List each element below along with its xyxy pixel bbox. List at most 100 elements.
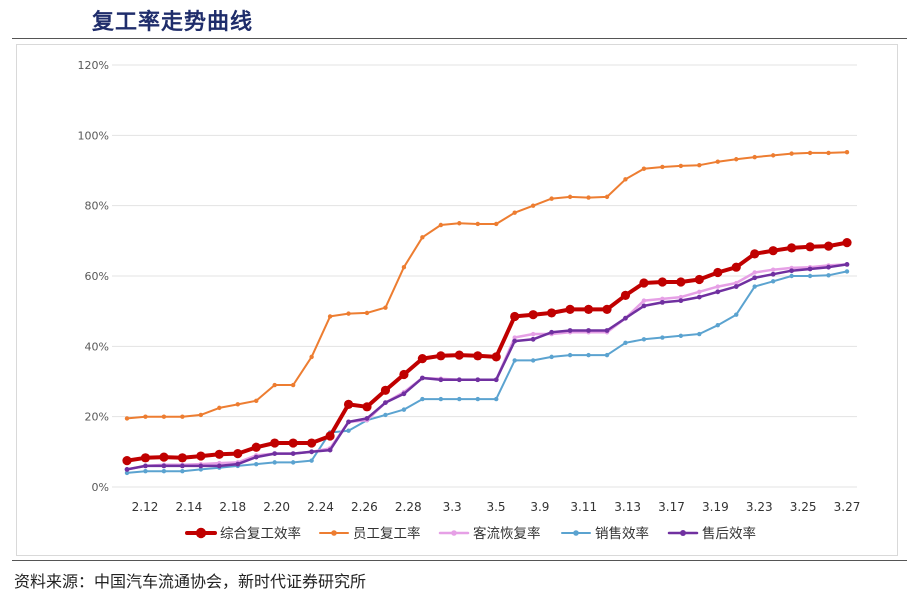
data-point: [161, 414, 167, 419]
data-point: [253, 454, 259, 460]
data-point: [272, 460, 277, 465]
data-point: [807, 150, 813, 156]
data-point: [770, 153, 776, 158]
data-point: [198, 463, 204, 469]
line-chart: 0%20%40%60%80%100%120% 2.12 2.14 2.18 2.20 2…: [78, 59, 861, 542]
x-tick-label: 2.26: [351, 500, 378, 514]
data-point: [734, 157, 739, 162]
data-point: [122, 456, 132, 466]
x-tick-label: 3.17: [658, 500, 685, 514]
x-tick-label: 3.13: [614, 500, 641, 514]
y-tick-label: 100%: [78, 129, 109, 142]
data-point: [217, 405, 222, 411]
data-point: [586, 352, 591, 358]
legend-label: 销售效率: [595, 525, 649, 542]
data-point: [586, 195, 591, 200]
source-note: 资料来源：中国汽车流通协会，新时代证券研究所: [14, 572, 367, 591]
data-point: [694, 274, 704, 285]
data-point: [620, 290, 631, 300]
data-point: [789, 151, 794, 156]
data-point: [436, 351, 446, 361]
data-point: [364, 310, 370, 316]
data-point: [343, 399, 354, 409]
data-point: [660, 296, 665, 302]
data-point: [641, 303, 647, 309]
data-point: [639, 278, 649, 288]
x-tick-label: 3.19: [702, 500, 729, 514]
data-point: [288, 438, 298, 448]
data-point: [272, 451, 278, 456]
data-point: [696, 294, 702, 300]
data-point: [254, 461, 259, 467]
data-point: [124, 467, 130, 472]
y-tick-label: 120%: [78, 59, 109, 72]
data-point: [623, 177, 628, 182]
data-point: [327, 314, 333, 319]
y-tick-label: 40%: [85, 340, 109, 353]
data-point: [697, 163, 702, 168]
data-point: [420, 396, 425, 402]
data-point: [383, 412, 388, 418]
data-point: [530, 336, 536, 342]
data-point: [454, 350, 464, 360]
data-point: [180, 414, 185, 419]
data-point: [733, 284, 739, 289]
data-point: [124, 416, 130, 421]
data-point: [140, 453, 151, 463]
data-point: [307, 438, 317, 448]
data-point: [512, 335, 517, 340]
legend: 综合复工效率 员工复工率 客流恢复率 销售效率 售后效率: [185, 525, 756, 542]
data-point: [475, 377, 481, 383]
data-point: [159, 452, 169, 462]
page-title: 复工率走势曲线: [92, 9, 254, 35]
data-point: [715, 284, 720, 289]
data-point: [583, 304, 594, 315]
data-point: [417, 354, 427, 364]
series-line: [126, 270, 848, 474]
data-point: [161, 468, 167, 474]
data-point: [530, 203, 536, 208]
data-point: [567, 328, 573, 333]
data-point: [567, 352, 573, 358]
data-point: [805, 242, 815, 252]
x-tick-label: 3.11: [570, 500, 597, 514]
data-point: [346, 428, 351, 433]
data-point: [604, 352, 610, 358]
data-point: [235, 402, 240, 407]
series-lines: [122, 150, 852, 476]
data-point: [233, 448, 243, 459]
data-point: [842, 237, 852, 248]
y-axis-tick-labels: 0% 20% 40% 60% 80% 100% 120%: [78, 59, 109, 494]
data-point: [823, 241, 834, 251]
legend-label: 售后效率: [702, 525, 756, 542]
data-point: [290, 382, 296, 388]
data-point: [567, 194, 573, 200]
x-tick-label: 3.27: [834, 500, 861, 514]
data-point: [715, 323, 720, 328]
data-point: [309, 354, 314, 360]
data-point: [549, 329, 555, 335]
data-point: [768, 246, 778, 256]
data-point: [602, 304, 612, 315]
data-point: [752, 275, 758, 281]
data-point: [844, 269, 850, 274]
data-point: [457, 396, 462, 402]
data-point: [475, 396, 480, 402]
data-point: [697, 331, 702, 337]
data-point: [383, 400, 388, 405]
x-tick-label: 2.24: [307, 500, 334, 514]
data-point: [198, 412, 204, 418]
y-tick-label: 20%: [85, 411, 109, 424]
x-tick-label: 3.5: [486, 500, 505, 514]
title-divider: [12, 38, 907, 39]
data-point: [844, 261, 850, 267]
legend-entry: 售后效率: [667, 525, 756, 542]
data-point: [401, 391, 407, 397]
data-point: [251, 442, 261, 452]
data-point: [473, 351, 483, 361]
data-point: [456, 377, 462, 383]
data-point: [143, 414, 148, 419]
legend-label: 客流恢复率: [473, 525, 541, 542]
data-point: [586, 328, 591, 333]
series-4: [124, 261, 850, 472]
